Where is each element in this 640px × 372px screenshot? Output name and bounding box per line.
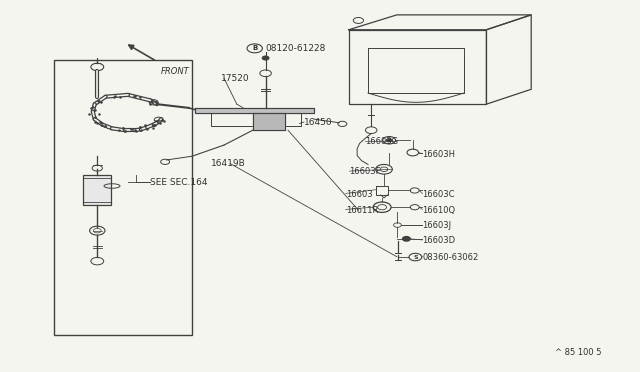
Polygon shape	[195, 108, 314, 113]
Circle shape	[403, 237, 410, 241]
Text: ^ 85 100 5: ^ 85 100 5	[555, 348, 602, 357]
Text: 16603: 16603	[346, 190, 372, 199]
Bar	[83, 175, 111, 205]
Text: FRONT: FRONT	[161, 67, 190, 76]
Text: S: S	[413, 254, 418, 260]
Text: SEE SEC.164: SEE SEC.164	[150, 178, 208, 187]
Text: 16603D: 16603D	[422, 236, 456, 245]
Text: 16603F: 16603F	[349, 167, 381, 176]
Text: 16603H: 16603H	[422, 150, 456, 159]
Text: 16450: 16450	[304, 118, 333, 127]
Text: 16611R: 16611R	[346, 206, 378, 215]
Polygon shape	[253, 113, 285, 130]
Text: 08120-61228: 08120-61228	[266, 44, 326, 53]
Text: 16603J: 16603J	[422, 221, 452, 230]
Text: 08360-63062: 08360-63062	[422, 253, 479, 262]
Text: 16610Q: 16610Q	[422, 206, 456, 215]
Text: B: B	[252, 45, 257, 51]
Bar	[54, 60, 192, 335]
Text: 16419B: 16419B	[211, 159, 246, 168]
Text: 17520: 17520	[221, 74, 250, 83]
Circle shape	[387, 139, 392, 142]
Circle shape	[262, 56, 269, 60]
Text: 16603G: 16603G	[365, 137, 398, 146]
Text: 16603C: 16603C	[422, 190, 455, 199]
